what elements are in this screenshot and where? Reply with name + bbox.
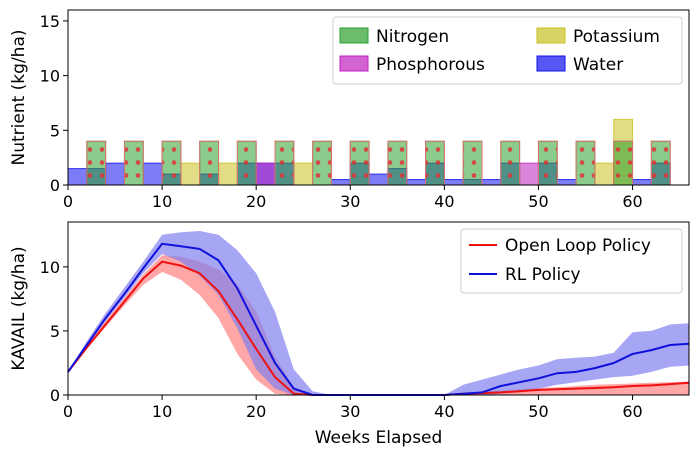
bottom-x-tick-label: 60 — [622, 402, 642, 421]
band-rl-policy — [68, 231, 689, 395]
top-x-tick-label: 20 — [246, 192, 266, 211]
top-x-tick-label: 60 — [622, 192, 642, 211]
kavail-line-chart: 0 10 20 30 40 50 60 0 5 10 KAVAIL (kg/ha) Weeks … — [9, 221, 690, 448]
top-x-tick-label: 10 — [152, 192, 172, 211]
bottom-plot-frame — [67, 221, 690, 396]
legend-label-phosphorous: Phosphorous — [376, 55, 485, 75]
bottom-x-axis: 0 10 20 30 40 50 60 — [63, 395, 643, 421]
top-plot-frame — [67, 9, 690, 186]
bottom-x-tick-label: 10 — [152, 402, 172, 421]
legend-entry-rl: RL Policy — [469, 265, 581, 285]
nutrient-bar-chart: 0 10 20 30 40 50 60 0 5 10 15 Nutrient (kg/ha) Ni… — [9, 9, 690, 211]
bar-nitrogen-hatch — [500, 140, 521, 186]
top-x-tick-label: 50 — [528, 192, 548, 211]
legend-frame — [332, 16, 683, 85]
bottom-x-axis-label: Weeks Elapsed — [315, 428, 443, 448]
bar-nitrogen-hatch — [236, 140, 257, 186]
bar-nitrogen-hatch — [462, 140, 483, 186]
bar-nitrogen-hatch — [199, 140, 220, 186]
legend-entry-phosphorous: Phosphorous — [339, 55, 485, 75]
bottom-x-tick-label: 50 — [528, 402, 548, 421]
top-y-axis: 0 5 10 15 — [40, 12, 68, 195]
bar-nitrogen-hatch — [575, 140, 596, 186]
policy-legend: Open Loop Policy RL Policy — [460, 228, 683, 294]
bar-water — [67, 168, 88, 186]
bar-nitrogen-hatch — [425, 140, 445, 186]
bar-nitrogen-hatch — [86, 140, 107, 186]
bar-nitrogen-hatch — [123, 140, 144, 186]
legend-label-rl: RL Policy — [505, 265, 581, 285]
bar-nitrogen-hatch — [387, 140, 408, 186]
legend-entry-open-loop: Open Loop Policy — [469, 236, 651, 256]
bar-potassium — [293, 162, 314, 186]
bar-nitrogen-hatch — [312, 140, 332, 186]
legend-label-water: Water — [573, 55, 623, 75]
bar-water — [105, 162, 125, 186]
legend-label-open-loop: Open Loop Policy — [505, 236, 651, 256]
bar-nitrogen-hatch — [537, 140, 558, 186]
legend-swatch-phosphorous — [339, 55, 369, 72]
legend-entry-water: Water — [536, 55, 623, 75]
bar-water — [142, 162, 163, 186]
bottom-x-tick-label: 20 — [246, 402, 266, 421]
bar-water — [330, 179, 351, 186]
top-x-tick-label: 30 — [340, 192, 360, 211]
bar-water — [481, 179, 502, 186]
bar-phosphorous — [255, 162, 276, 186]
top-y-tick-label: 10 — [40, 67, 60, 86]
bottom-x-tick-label: 30 — [340, 402, 360, 421]
bar-water — [632, 179, 652, 186]
bar-potassium — [218, 162, 238, 186]
top-x-axis: 0 10 20 30 40 50 60 — [63, 185, 643, 211]
legend-swatch-nitrogen — [339, 27, 369, 44]
top-y-axis-label: Nutrient (kg/ha) — [9, 30, 29, 166]
bar-potassium — [594, 162, 615, 186]
top-x-tick-label: 40 — [434, 192, 454, 211]
confidence-bands — [68, 231, 689, 395]
bottom-y-tick-label: 10 — [40, 258, 60, 277]
legend-label-nitrogen: Nitrogen — [376, 27, 449, 47]
top-y-tick-label: 15 — [40, 12, 60, 31]
bar-water — [406, 179, 427, 186]
top-x-tick-label: 0 — [63, 192, 73, 211]
bar-nitrogen-hatch — [274, 140, 295, 186]
bottom-y-axis-label: KAVAIL (kg/ha) — [9, 246, 29, 370]
bar-potassium — [180, 162, 201, 186]
legend-entry-nitrogen: Nitrogen — [339, 27, 449, 47]
bar-water — [556, 179, 577, 186]
bottom-y-tick-label: 0 — [50, 386, 60, 405]
legend-frame — [460, 228, 683, 294]
bar-nitrogen-hatch — [613, 140, 634, 186]
legend-label-potassium: Potassium — [573, 27, 660, 47]
legend-swatch-potassium — [536, 27, 566, 44]
nutrient-bars — [67, 118, 671, 186]
bottom-x-tick-label: 40 — [434, 402, 454, 421]
bottom-x-tick-label: 0 — [63, 402, 73, 421]
bar-phosphorous — [519, 162, 539, 186]
bar-water — [443, 179, 464, 186]
legend-swatch-water — [536, 55, 566, 72]
bar-nitrogen-hatch — [161, 140, 182, 186]
bottom-y-tick-label: 5 — [50, 322, 60, 341]
bottom-y-axis: 0 5 10 — [40, 258, 68, 405]
bar-nitrogen-hatch — [349, 140, 370, 186]
bar-water — [368, 173, 389, 186]
nutrient-legend: Nitrogen Phosphorous Potassium Water — [332, 16, 683, 85]
top-y-tick-label: 0 — [50, 176, 60, 195]
top-y-tick-label: 5 — [50, 121, 60, 140]
legend-entry-potassium: Potassium — [536, 27, 660, 47]
bar-nitrogen-hatch — [650, 140, 671, 186]
